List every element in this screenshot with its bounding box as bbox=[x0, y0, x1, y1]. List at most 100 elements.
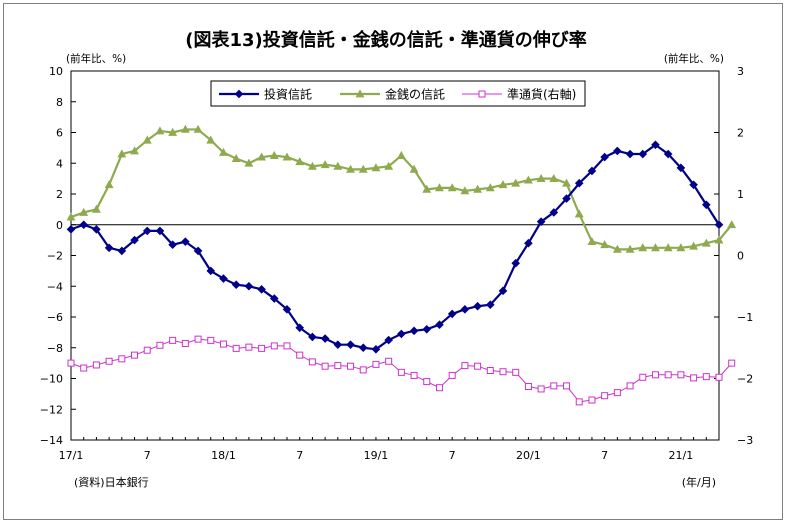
left-tick-label: 8 bbox=[56, 96, 63, 109]
data-point-triangle bbox=[651, 243, 660, 252]
x-tick-label: 18/1 bbox=[211, 449, 236, 462]
data-point-diamond bbox=[346, 340, 355, 349]
data-point-diamond bbox=[206, 266, 216, 276]
data-point-triangle bbox=[295, 157, 305, 166]
data-point-square bbox=[118, 355, 126, 363]
data-point-triangle bbox=[269, 150, 279, 159]
right-tick-label: 0 bbox=[737, 250, 744, 263]
data-point-diamond bbox=[676, 163, 686, 173]
data-point-triangle bbox=[727, 220, 737, 229]
plot-area-border bbox=[70, 70, 720, 441]
data-point-diamond bbox=[231, 280, 241, 290]
data-point-diamond bbox=[168, 240, 177, 250]
data-point-diamond bbox=[638, 149, 648, 159]
data-point-square bbox=[478, 90, 486, 98]
data-point-diamond bbox=[308, 332, 317, 342]
data-point-triangle bbox=[663, 243, 673, 252]
right-tick-label: 1 bbox=[737, 188, 744, 201]
data-point-square bbox=[588, 396, 596, 404]
data-point-triangle bbox=[562, 178, 571, 187]
data-point-triangle bbox=[701, 238, 711, 247]
data-point-diamond bbox=[536, 217, 546, 226]
data-point-diamond bbox=[257, 285, 266, 294]
data-point-square bbox=[372, 360, 380, 368]
chart-svg: (図表13)投資信託・金銭の信託・準通貨の伸び率 (前年比、%) (前年比、%)… bbox=[40, 29, 753, 489]
data-point-square bbox=[702, 373, 710, 381]
left-tick-label: 10 bbox=[49, 65, 63, 78]
series-diamond bbox=[66, 140, 724, 354]
data-point-square bbox=[105, 357, 113, 365]
data-point-triangle bbox=[523, 175, 533, 184]
legend-label: 準通貨(右軸) bbox=[507, 87, 576, 102]
series-layer bbox=[66, 124, 737, 406]
data-point-diamond bbox=[600, 152, 609, 162]
data-point-square bbox=[245, 343, 253, 351]
data-point-square bbox=[626, 382, 634, 390]
data-point-diamond bbox=[714, 220, 724, 230]
data-point-square bbox=[435, 384, 443, 392]
source-note: (資料)日本銀行 bbox=[74, 475, 149, 489]
data-point-triangle bbox=[333, 161, 343, 170]
data-point-triangle bbox=[638, 243, 648, 252]
data-point-triangle bbox=[473, 184, 483, 193]
x-tick-label: 7 bbox=[601, 449, 608, 462]
data-point-triangle bbox=[485, 183, 495, 192]
data-point-square bbox=[270, 342, 278, 350]
chart-frame: (図表13)投資信託・金銭の信託・準通貨の伸び率 (前年比、%) (前年比、%)… bbox=[3, 3, 783, 520]
data-point-triangle bbox=[130, 146, 139, 155]
data-point-square bbox=[347, 362, 355, 370]
data-point-diamond bbox=[269, 294, 279, 303]
data-point-triangle bbox=[117, 149, 127, 158]
data-point-triangle bbox=[346, 164, 355, 173]
left-tick-label: −6 bbox=[47, 311, 63, 324]
data-point-diamond bbox=[625, 149, 635, 159]
data-point-square bbox=[321, 362, 329, 370]
data-point-square bbox=[385, 357, 393, 365]
data-point-square bbox=[613, 389, 621, 397]
data-point-square bbox=[550, 382, 558, 390]
data-point-diamond bbox=[333, 340, 343, 349]
data-point-triangle bbox=[231, 154, 241, 163]
data-point-diamond bbox=[155, 226, 165, 236]
data-point-square bbox=[194, 335, 202, 343]
data-point-diamond bbox=[371, 344, 381, 354]
data-point-square bbox=[524, 382, 532, 390]
data-point-diamond bbox=[689, 180, 698, 190]
data-point-square bbox=[537, 385, 545, 393]
data-point-square bbox=[80, 364, 88, 372]
data-point-diamond bbox=[358, 343, 368, 353]
data-point-diamond bbox=[130, 235, 139, 245]
data-point-diamond bbox=[613, 146, 622, 156]
data-point-square bbox=[131, 351, 139, 359]
left-tick-label: 2 bbox=[56, 188, 63, 201]
data-point-diamond bbox=[117, 246, 127, 256]
left-tick-label: −8 bbox=[47, 342, 63, 355]
data-point-square bbox=[207, 336, 215, 344]
data-point-diamond bbox=[524, 238, 533, 248]
data-point-triangle bbox=[422, 184, 432, 193]
data-point-square bbox=[181, 339, 189, 347]
data-point-triangle bbox=[180, 124, 190, 133]
data-point-square bbox=[308, 358, 316, 366]
data-point-triangle bbox=[689, 241, 699, 250]
legend: 投資信託 金銭の信託 準通貨(右軸) bbox=[210, 80, 586, 107]
legend-label: 金銭の信託 bbox=[385, 87, 445, 102]
right-tick-label: 3 bbox=[737, 65, 744, 78]
data-point-diamond bbox=[142, 226, 152, 236]
data-point-diamond bbox=[66, 225, 76, 234]
data-point-diamond bbox=[397, 329, 406, 339]
data-point-triangle bbox=[282, 152, 292, 161]
data-point-diamond bbox=[320, 334, 330, 343]
data-point-triangle bbox=[257, 152, 267, 161]
x-axis-unit: (年/月) bbox=[682, 475, 716, 489]
data-point-triangle bbox=[66, 212, 76, 221]
data-point-diamond bbox=[460, 305, 470, 314]
data-point-triangle bbox=[409, 164, 419, 173]
data-point-square bbox=[169, 336, 177, 344]
legend-label: 投資信託 bbox=[264, 87, 312, 102]
data-point-triangle bbox=[355, 89, 365, 98]
data-point-square bbox=[690, 374, 698, 382]
data-point-square bbox=[474, 362, 482, 370]
chart-title: (図表13)投資信託・金銭の信託・準通貨の伸び率 bbox=[185, 29, 587, 51]
